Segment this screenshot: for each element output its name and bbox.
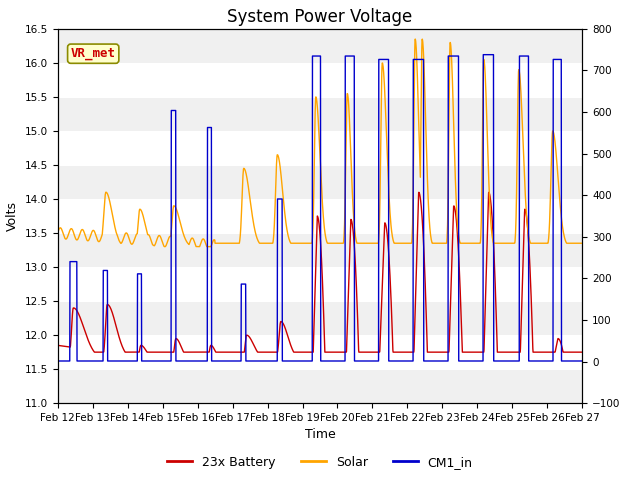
Title: System Power Voltage: System Power Voltage (227, 8, 413, 26)
Bar (58, 267, 582, 301)
Bar (58, 199, 582, 233)
Bar (58, 29, 582, 63)
Bar (58, 301, 582, 335)
X-axis label: Time: Time (305, 429, 335, 442)
Bar (58, 97, 582, 131)
Bar (58, 131, 582, 165)
Bar (58, 165, 582, 199)
Y-axis label: Volts: Volts (6, 201, 19, 231)
Bar (58, 369, 582, 403)
Bar (58, 63, 582, 97)
Text: VR_met: VR_met (70, 47, 116, 60)
Bar (58, 233, 582, 267)
Legend: 23x Battery, Solar, CM1_in: 23x Battery, Solar, CM1_in (163, 451, 477, 474)
Bar (58, 335, 582, 369)
